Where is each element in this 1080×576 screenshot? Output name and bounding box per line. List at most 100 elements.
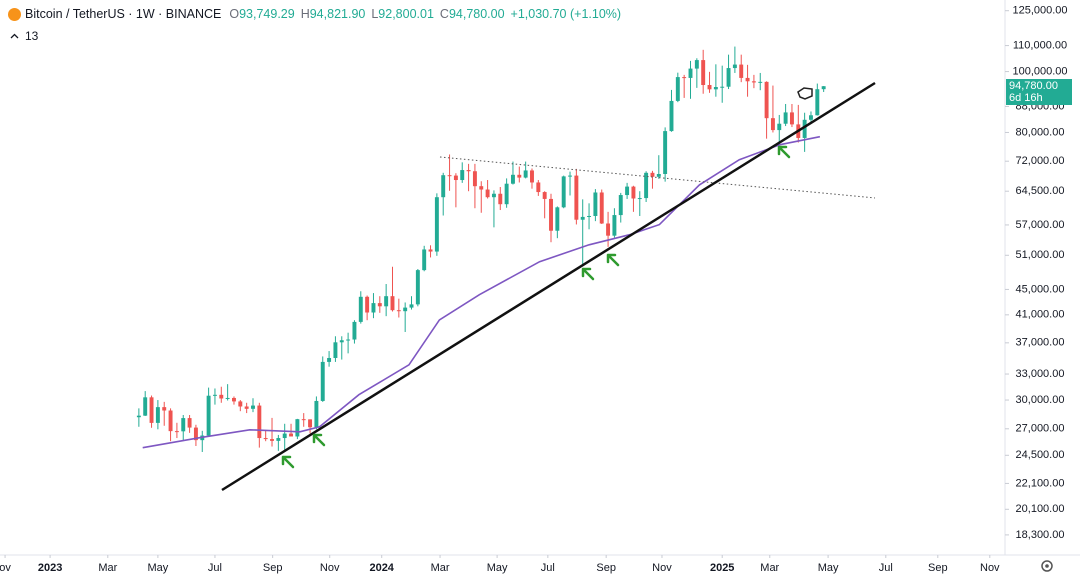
- y-tick-label: 30,000.00: [1016, 394, 1065, 406]
- candle-body: [181, 418, 186, 432]
- arrow: [281, 455, 295, 469]
- candle-body: [720, 86, 725, 88]
- candle-body: [764, 81, 769, 119]
- candle-body: [618, 195, 623, 216]
- candle-body: [415, 270, 420, 305]
- candle-body: [327, 357, 332, 362]
- open-label: O: [229, 7, 240, 21]
- candle-body: [301, 419, 306, 421]
- x-tick-label: Mar: [760, 562, 779, 574]
- candle-body: [675, 77, 680, 101]
- candle-body: [631, 186, 636, 199]
- candle-body: [225, 397, 230, 399]
- candle-body: [491, 193, 496, 198]
- candle-body: [809, 115, 813, 120]
- x-tick-label: Sep: [928, 562, 948, 574]
- settings-icon[interactable]: [1041, 560, 1053, 572]
- candle-body: [428, 249, 433, 252]
- open-value: 93,749.29: [239, 7, 295, 21]
- x-tick-label: May: [147, 562, 168, 574]
- candle-body: [155, 407, 160, 423]
- candle-body: [358, 296, 363, 322]
- candle-body: [206, 395, 211, 436]
- candle-body: [536, 182, 541, 193]
- y-tick-label: 41,000.00: [1016, 309, 1065, 321]
- candle-body: [346, 339, 351, 341]
- candle-body: [802, 119, 807, 138]
- candle-body: [517, 174, 522, 178]
- arrow: [581, 267, 595, 281]
- candle-body: [149, 397, 154, 423]
- candle-body: [384, 296, 389, 307]
- price-tag-value: 94,780.00: [1009, 80, 1058, 93]
- candle-body: [606, 223, 611, 236]
- candle-body: [530, 170, 534, 183]
- candle-body: [549, 198, 553, 231]
- arrow: [312, 433, 326, 447]
- candle-body: [434, 197, 439, 252]
- y-tick-label: 18,300.00: [1016, 529, 1065, 541]
- candle-body: [136, 415, 141, 418]
- high-label: H: [300, 7, 310, 21]
- candle-body: [187, 418, 192, 428]
- candle-body: [707, 84, 712, 90]
- candle-body: [580, 216, 585, 220]
- x-tick-label: Mar: [431, 562, 450, 574]
- candle-body: [726, 68, 731, 87]
- candle-body: [403, 307, 408, 312]
- candle-body: [162, 407, 167, 411]
- y-tick-label: 45,000.00: [1016, 283, 1065, 295]
- trend-line: [221, 81, 876, 492]
- x-tick-label: Nov: [980, 562, 1000, 574]
- x-tick-label: Jul: [541, 562, 555, 574]
- candle-body: [289, 433, 294, 437]
- resistance-line: [439, 156, 876, 199]
- candle-body: [770, 118, 775, 131]
- indicator-toggle[interactable]: 13: [10, 29, 38, 43]
- countdown: 6d 16h: [1009, 92, 1043, 105]
- candle-body: [193, 427, 198, 441]
- x-tick-label: Jul: [208, 562, 222, 574]
- candle-body: [656, 173, 661, 177]
- candle-body: [441, 175, 446, 198]
- x-tick-label: Nov: [320, 562, 340, 574]
- candle-body: [510, 174, 515, 184]
- x-tick-label: 2024: [369, 562, 394, 574]
- close-label: C: [439, 7, 449, 21]
- x-tick-label: Sep: [596, 562, 616, 574]
- candle-body: [396, 310, 401, 312]
- close-value: 94,780.00: [448, 7, 505, 21]
- candle-body: [238, 401, 243, 407]
- low-label: L: [371, 7, 379, 21]
- moving-average: [142, 135, 821, 449]
- candle-body: [263, 438, 268, 440]
- candle-body: [650, 172, 655, 177]
- candle-body: [815, 89, 820, 116]
- x-tick-label: May: [487, 562, 508, 574]
- x-tick-label: May: [818, 562, 839, 574]
- candle-body: [212, 394, 217, 396]
- candle-body: [745, 77, 750, 82]
- y-tick-label: 125,000.00: [1012, 5, 1067, 17]
- y-tick-label: 57,000.00: [1016, 219, 1065, 231]
- candle-body: [295, 419, 300, 437]
- candle-body: [339, 340, 344, 343]
- candle-body: [257, 405, 262, 439]
- candle-body: [472, 171, 477, 187]
- candle-body: [320, 361, 325, 401]
- settings-icon-dot: [1045, 564, 1049, 568]
- plot-area: [136, 46, 826, 452]
- candle-body: [174, 431, 179, 433]
- candle-body: [251, 405, 255, 409]
- candle-body: [409, 304, 414, 308]
- candle-body: [371, 303, 376, 313]
- candle-body: [821, 86, 826, 90]
- arrows: [281, 145, 791, 469]
- y-tick-label: 51,000.00: [1016, 249, 1065, 261]
- x-tick-label: Mar: [98, 562, 117, 574]
- candle-body: [365, 296, 370, 313]
- candle-body: [232, 397, 236, 402]
- candle-body: [789, 112, 794, 125]
